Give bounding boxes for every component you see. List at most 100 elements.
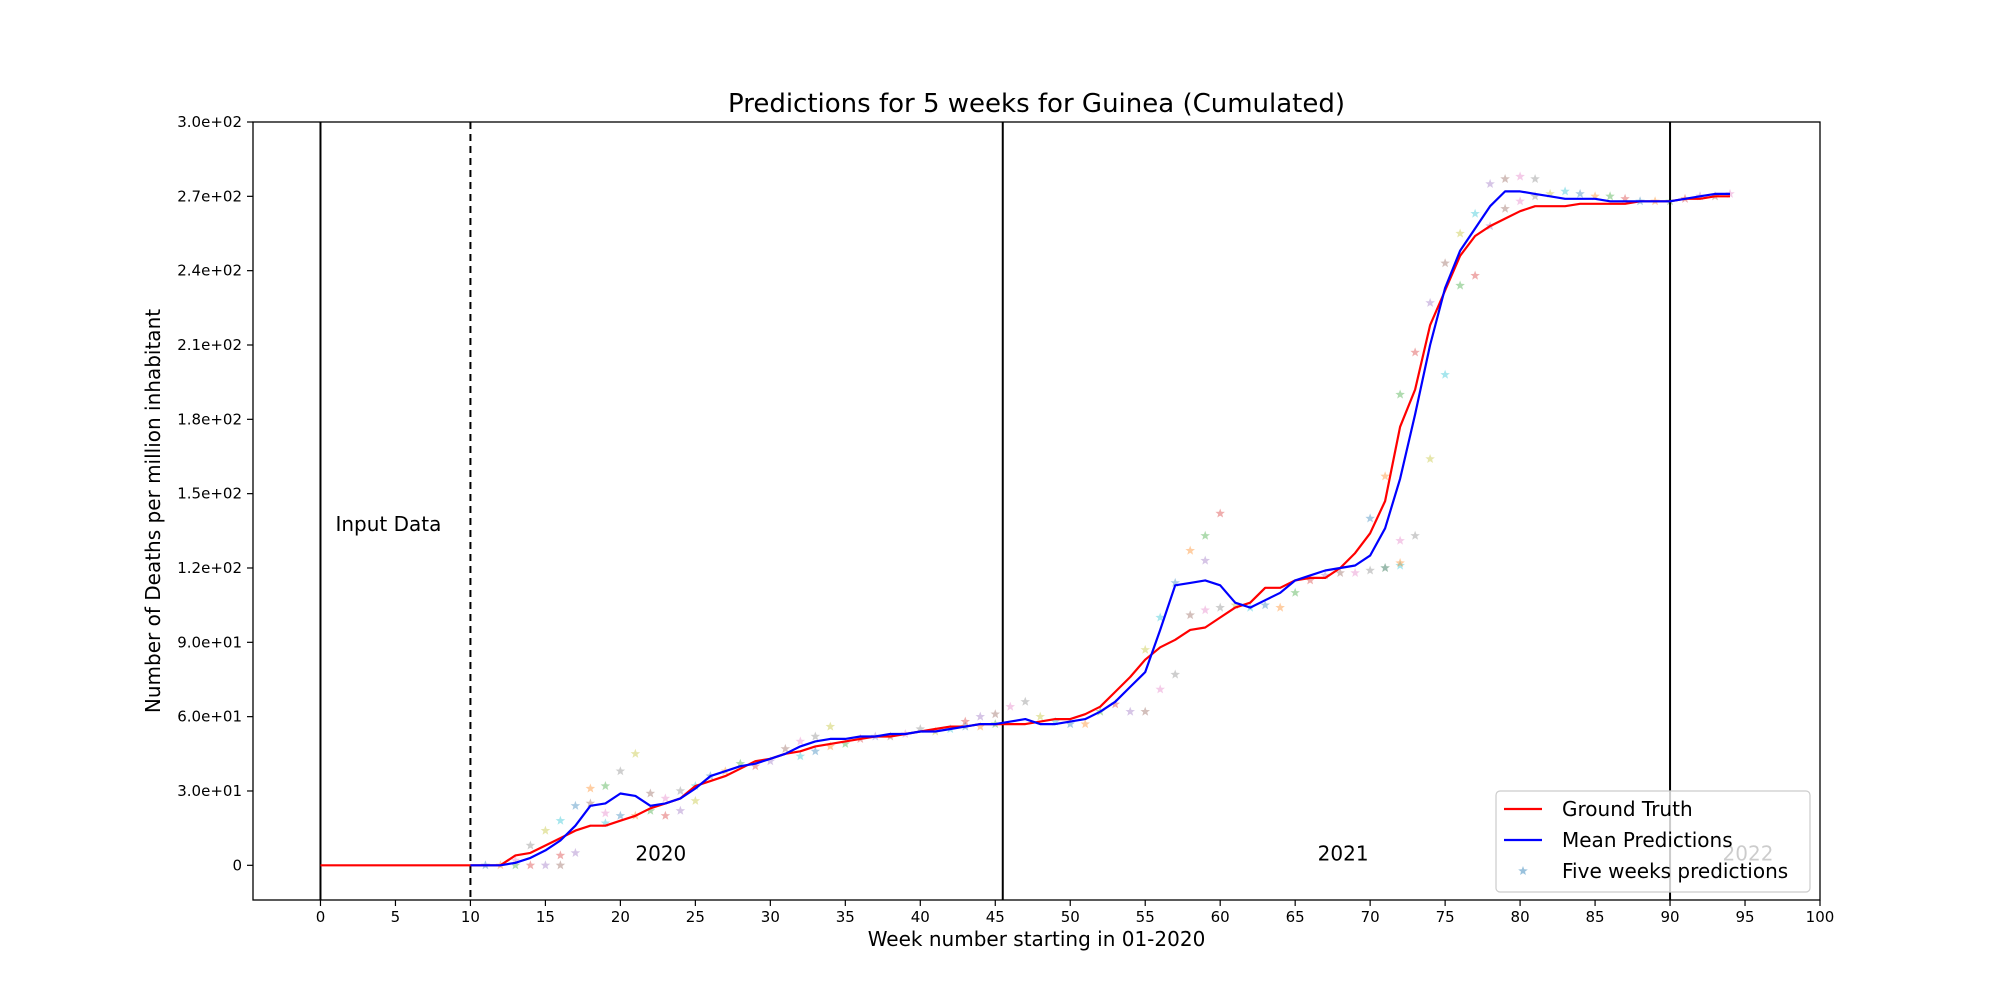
prediction-star — [1620, 193, 1630, 203]
prediction-star — [825, 741, 836, 751]
prediction-star — [1365, 513, 1375, 523]
prediction-markers — [480, 171, 1735, 870]
prediction-star — [540, 825, 551, 835]
prediction-star — [915, 724, 925, 734]
prediction-star — [1425, 454, 1435, 463]
prediction-star — [570, 800, 581, 810]
prediction-star — [1395, 389, 1405, 399]
prediction-star — [1365, 565, 1375, 575]
prediction-star — [1515, 171, 1525, 181]
prediction-star — [1170, 577, 1180, 587]
prediction-star — [840, 738, 851, 748]
prediction-star — [735, 758, 746, 768]
prediction-star — [1020, 696, 1030, 706]
x-tick-label: 100 — [1806, 908, 1835, 926]
prediction-star — [1275, 602, 1285, 612]
x-tick-label: 25 — [686, 908, 705, 926]
prediction-star — [1035, 711, 1045, 721]
prediction-star — [1155, 684, 1165, 694]
prediction-star — [615, 766, 626, 776]
prediction-star — [1515, 196, 1525, 206]
prediction-star — [1215, 508, 1225, 518]
legend-swatch-star — [1518, 866, 1528, 875]
x-tick-label: 60 — [1211, 908, 1230, 926]
prediction-star — [1320, 570, 1330, 580]
x-axis-label: Week number starting in 01-2020 — [868, 927, 1206, 951]
x-tick-label: 90 — [1661, 908, 1680, 926]
prediction-star — [825, 721, 836, 731]
prediction-star — [1350, 567, 1360, 577]
prediction-star — [1290, 587, 1300, 597]
prediction-star — [1125, 706, 1135, 716]
prediction-star — [1200, 555, 1210, 565]
x-tick-label: 20 — [611, 908, 630, 926]
prediction-star — [675, 786, 686, 795]
prediction-star — [510, 860, 521, 870]
legend-label: Mean Predictions — [1562, 828, 1733, 852]
prediction-star — [525, 840, 536, 850]
prediction-star — [1410, 530, 1420, 540]
legend: Ground Truth Mean Predictions Five weeks p… — [1495, 790, 1811, 893]
prediction-star — [660, 810, 671, 820]
y-axis-label: Number of Deaths per million inhabitant — [141, 309, 165, 713]
prediction-star — [1530, 174, 1540, 183]
prediction-star — [1230, 600, 1240, 610]
chart-title: Predictions for 5 weeks for Guinea (Cumu… — [728, 89, 1345, 119]
legend-label: Ground Truth — [1562, 797, 1693, 821]
prediction-star — [1545, 188, 1555, 198]
annotation-2021: 2021 — [1318, 841, 1369, 865]
prediction-star — [540, 860, 551, 870]
prediction-star — [975, 711, 985, 721]
prediction-star — [1485, 178, 1495, 188]
series-line-mean-predictions — [470, 190, 1730, 867]
prediction-star — [1170, 669, 1180, 679]
prediction-star — [645, 788, 656, 798]
y-tick-label: 1.5e+02 — [177, 485, 242, 503]
axes-frame — [252, 121, 1821, 901]
x-tick-label: 45 — [986, 908, 1005, 926]
prediction-star — [1605, 191, 1615, 201]
y-tick-label: 3.0e+01 — [177, 782, 242, 800]
x-tick-label: 5 — [391, 908, 401, 926]
x-tick-label: 10 — [461, 908, 480, 926]
prediction-star — [810, 731, 821, 741]
prediction-star — [525, 860, 536, 870]
prediction-star — [1500, 174, 1510, 183]
prediction-star — [1260, 600, 1270, 610]
prediction-star — [1185, 610, 1195, 620]
x-tick-label: 85 — [1586, 908, 1605, 926]
prediction-star — [675, 805, 686, 815]
prediction-star — [1305, 575, 1315, 585]
prediction-star — [1575, 188, 1585, 198]
prediction-star — [1005, 701, 1015, 711]
x-tick-label: 35 — [836, 908, 855, 926]
y-tick-label: 0 — [232, 856, 242, 874]
prediction-star — [1410, 347, 1420, 357]
prediction-star — [1215, 602, 1225, 612]
prediction-star — [1395, 558, 1405, 568]
x-tick-label: 50 — [1061, 908, 1080, 926]
prediction-star — [660, 793, 671, 803]
prediction-star — [1470, 270, 1480, 280]
prediction-star — [1425, 297, 1435, 307]
prediction-star — [570, 847, 581, 857]
prediction-star — [1200, 605, 1210, 615]
prediction-star — [1155, 612, 1165, 622]
series-line-ground-truth — [320, 195, 1730, 867]
prediction-star — [600, 818, 611, 828]
prediction-star — [960, 716, 970, 726]
x-tick-label: 15 — [536, 908, 555, 926]
prediction-star — [1380, 471, 1390, 481]
prediction-star — [765, 756, 776, 766]
prediction-star — [1110, 699, 1120, 709]
prediction-star — [510, 855, 521, 865]
prediction-star — [1185, 545, 1195, 555]
prediction-star — [555, 860, 566, 870]
y-tick-label: 9.0e+01 — [177, 633, 242, 651]
prediction-star — [1455, 280, 1465, 290]
prediction-star — [780, 743, 791, 753]
prediction-star — [1395, 535, 1405, 545]
y-tick-label: 1.2e+02 — [177, 559, 242, 577]
x-tick-label: 75 — [1436, 908, 1455, 926]
prediction-star — [1560, 186, 1570, 196]
